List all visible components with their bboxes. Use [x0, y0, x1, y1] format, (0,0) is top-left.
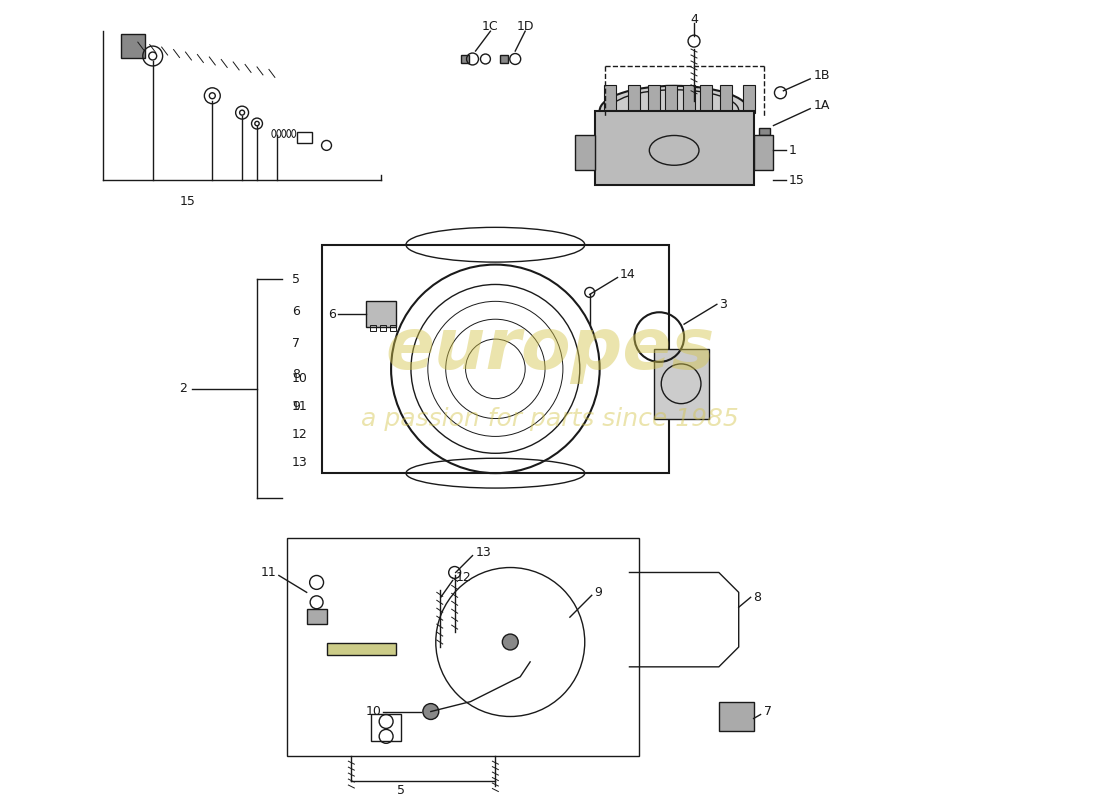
Bar — [307, 610, 327, 624]
Text: 6: 6 — [329, 308, 337, 321]
Text: 5: 5 — [397, 785, 405, 798]
Text: a passion for parts since 1985: a passion for parts since 1985 — [361, 406, 739, 430]
Ellipse shape — [600, 86, 749, 135]
Bar — [461, 55, 469, 63]
Bar — [759, 127, 770, 135]
Text: 1D: 1D — [516, 20, 534, 33]
Bar — [121, 34, 145, 58]
Text: 14: 14 — [619, 268, 636, 281]
Text: 12: 12 — [455, 571, 472, 584]
Bar — [371, 714, 402, 742]
Text: 12: 12 — [292, 428, 308, 441]
Text: 9: 9 — [292, 400, 299, 413]
Bar — [719, 85, 732, 113]
Bar — [366, 302, 396, 327]
Bar — [575, 135, 595, 170]
Text: 10: 10 — [292, 372, 308, 386]
Text: 1A: 1A — [813, 99, 829, 112]
Bar — [648, 85, 660, 113]
Bar — [604, 85, 616, 113]
Text: 15: 15 — [789, 174, 804, 186]
Bar — [327, 643, 396, 655]
Text: 10: 10 — [365, 705, 382, 718]
Bar — [754, 135, 773, 170]
Bar — [654, 349, 708, 418]
Text: 2: 2 — [179, 382, 187, 395]
Text: 13: 13 — [475, 546, 492, 559]
Text: 8: 8 — [292, 368, 300, 382]
Bar — [390, 325, 396, 331]
Bar — [287, 538, 639, 756]
Text: 7: 7 — [292, 337, 300, 350]
Bar — [742, 85, 755, 113]
Bar — [371, 325, 376, 331]
Text: 4: 4 — [690, 13, 698, 26]
Text: 11: 11 — [261, 566, 277, 579]
Text: 6: 6 — [292, 305, 299, 318]
Text: 9: 9 — [595, 586, 603, 599]
Text: 3: 3 — [718, 298, 727, 311]
Bar — [321, 245, 669, 473]
Bar — [297, 131, 311, 143]
Text: 1: 1 — [789, 144, 796, 157]
Text: 11: 11 — [292, 400, 308, 413]
Bar — [595, 110, 754, 185]
Bar — [718, 702, 754, 731]
Text: 7: 7 — [763, 705, 771, 718]
Bar — [700, 85, 712, 113]
Bar — [666, 85, 678, 113]
Circle shape — [422, 703, 439, 719]
Bar — [381, 325, 386, 331]
Bar — [500, 55, 508, 63]
Text: 1B: 1B — [813, 70, 829, 82]
Circle shape — [503, 634, 518, 650]
Bar — [683, 85, 695, 113]
Text: europes: europes — [385, 314, 715, 383]
Text: 8: 8 — [754, 591, 761, 604]
Text: 1C: 1C — [482, 20, 498, 33]
Text: 13: 13 — [292, 456, 308, 469]
Bar — [628, 85, 640, 113]
Text: 5: 5 — [292, 273, 300, 286]
Text: 15: 15 — [179, 195, 196, 208]
